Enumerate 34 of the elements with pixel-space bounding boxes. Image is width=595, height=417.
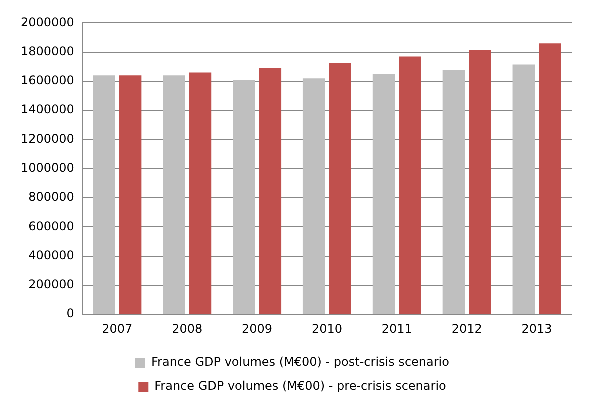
bar bbox=[259, 68, 282, 314]
x-tick-label: 2007 bbox=[102, 322, 133, 336]
bar bbox=[163, 76, 186, 314]
y-tick-label: 800000 bbox=[28, 190, 74, 204]
bar bbox=[469, 50, 492, 314]
bar bbox=[189, 72, 212, 314]
x-tick-label: 2009 bbox=[242, 322, 273, 336]
y-tick-label: 400000 bbox=[28, 248, 74, 262]
bar bbox=[372, 74, 396, 314]
bar bbox=[329, 63, 352, 314]
y-tick-label: 1800000 bbox=[20, 44, 74, 58]
bar bbox=[539, 44, 562, 314]
bar bbox=[233, 80, 256, 314]
y-tick-label: 1400000 bbox=[20, 102, 74, 117]
x-tick-label: 2013 bbox=[522, 322, 552, 336]
y-tick-label: 600000 bbox=[28, 219, 74, 234]
bar bbox=[399, 56, 422, 314]
y-tick-label: 1000000 bbox=[20, 161, 74, 176]
y-tick-label: 2000000 bbox=[20, 15, 74, 30]
bar bbox=[442, 70, 466, 314]
x-tick-label: 2012 bbox=[452, 322, 482, 336]
bar bbox=[119, 76, 142, 314]
x-tick-label: 2011 bbox=[382, 322, 412, 336]
legend-label: France GDP volumes (M€00) - post-crisis scenario bbox=[152, 355, 450, 370]
y-tick-label: 1200000 bbox=[20, 132, 74, 146]
y-tick-label: 0 bbox=[66, 306, 74, 321]
x-tick-label: 2010 bbox=[312, 322, 342, 336]
legend-label: France GDP volumes (M€00) - pre-crisis scenario bbox=[154, 379, 446, 394]
y-tick-label: 1600000 bbox=[20, 74, 74, 88]
bar bbox=[512, 64, 536, 314]
y-tick-label: 200000 bbox=[28, 278, 74, 292]
bar bbox=[93, 76, 116, 314]
x-tick-label: 2008 bbox=[172, 322, 203, 336]
bar bbox=[302, 78, 326, 314]
